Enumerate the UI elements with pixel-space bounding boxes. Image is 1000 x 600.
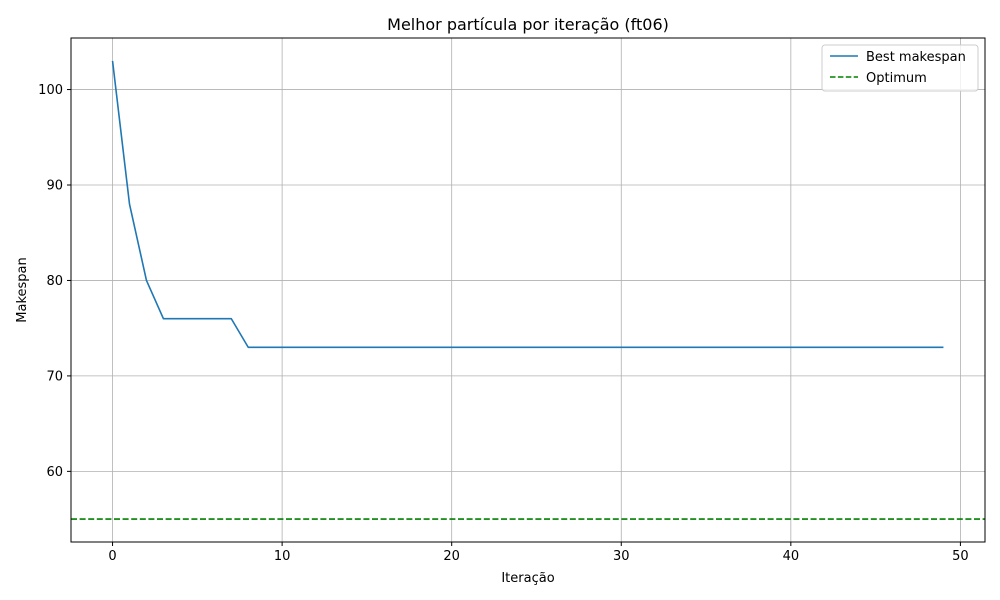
legend: Best makespan Optimum bbox=[821, 44, 979, 92]
chart-title: Melhor partícula por iteração (ft06) bbox=[387, 15, 669, 34]
x-tick-label: 50 bbox=[952, 549, 969, 564]
y-tick-label: 60 bbox=[46, 465, 63, 480]
x-tick-label: 40 bbox=[783, 549, 800, 564]
x-tick-label: 30 bbox=[613, 549, 630, 564]
x-tick-label: 10 bbox=[274, 549, 291, 564]
y-tick-label: 90 bbox=[46, 179, 63, 194]
y-tick-label: 80 bbox=[46, 274, 63, 289]
y-axis-title: Makespan bbox=[15, 257, 30, 322]
plot-frame bbox=[70, 37, 986, 543]
grid bbox=[71, 38, 985, 542]
x-tick-label: 0 bbox=[108, 549, 116, 564]
legend-box bbox=[821, 44, 979, 92]
ticks: 0 10 20 30 40 50 60 70 80 90 100 bbox=[38, 83, 969, 564]
y-tick-label: 70 bbox=[46, 369, 63, 384]
x-axis-title: Iteração bbox=[501, 571, 554, 586]
series-line-best-makespan bbox=[111, 60, 944, 349]
legend-label-optimum: Optimum bbox=[866, 71, 927, 86]
x-tick-label: 20 bbox=[443, 549, 460, 564]
y-tick-label: 100 bbox=[38, 83, 63, 98]
legend-label-best-makespan: Best makespan bbox=[866, 50, 966, 65]
series-layer bbox=[71, 60, 985, 520]
